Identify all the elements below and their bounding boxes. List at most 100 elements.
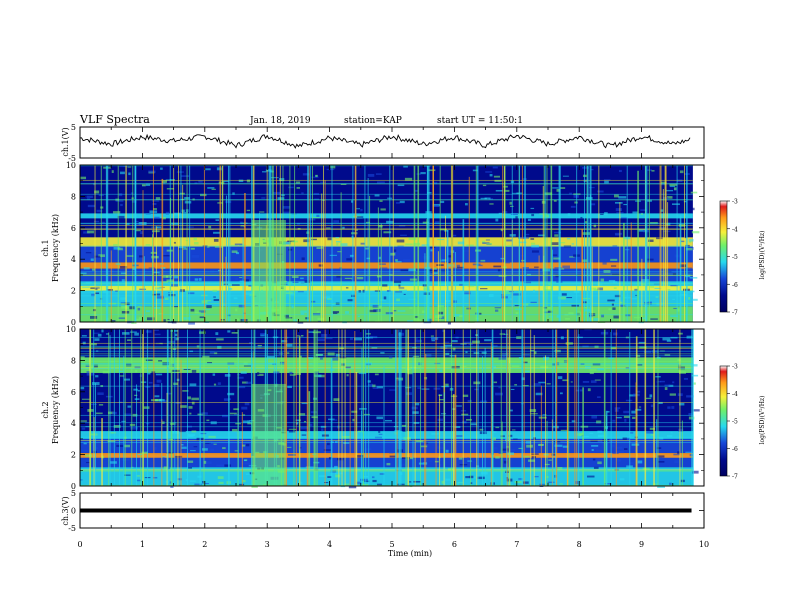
noise-speck (672, 381, 675, 384)
noise-speck (319, 204, 323, 206)
noise-speck (179, 430, 186, 433)
sferic-line (199, 329, 201, 486)
noise-speck (413, 242, 421, 246)
noise-speck (679, 402, 685, 406)
sferic-line (407, 329, 410, 486)
noise-speck (86, 371, 90, 373)
noise-speck (110, 461, 117, 464)
noise-speck (376, 275, 382, 278)
noise-speck (594, 172, 600, 175)
noise-speck (538, 381, 546, 384)
tonal-line (80, 271, 693, 273)
colorbar-tick-label: -5 (732, 254, 738, 261)
tonal-line (80, 183, 693, 185)
noise-speck (571, 304, 579, 307)
noise-speck (643, 350, 652, 353)
ch1-waveform-ylabel: ch.1(V) (61, 127, 70, 156)
noise-speck (311, 300, 316, 303)
noise-speck (611, 303, 614, 306)
noise-speck (478, 423, 484, 426)
noise-speck (288, 428, 297, 430)
noise-speck (178, 248, 185, 250)
noise-speck (531, 250, 539, 253)
tonal-line (80, 282, 693, 284)
noise-speck (562, 175, 569, 177)
spectral-band (80, 246, 693, 263)
noise-speck (352, 354, 359, 356)
noise-speck (80, 387, 85, 390)
ch2-colorbar-label: log(PSD)(V²/Hz) (759, 396, 766, 445)
sferic-line (182, 184, 184, 322)
sferic-line (518, 165, 520, 322)
noise-speck (560, 187, 566, 189)
noise-speck (153, 447, 157, 450)
noise-speck (451, 340, 458, 343)
noise-speck (667, 406, 671, 409)
noise-speck (166, 392, 173, 395)
noise-speck (613, 332, 618, 336)
noise-speck (215, 332, 219, 336)
noise-speck (163, 466, 167, 470)
noise-speck (445, 383, 449, 387)
noise-speck (80, 449, 88, 452)
noise-speck (543, 214, 549, 218)
noise-speck (321, 428, 324, 432)
y-tick-label: -5 (68, 524, 76, 533)
noise-speck (224, 399, 230, 401)
ch3-waveform-panel: 50-5 (68, 489, 705, 533)
noise-speck (533, 289, 536, 293)
noise-speck (288, 186, 294, 189)
noise-speck (93, 220, 100, 223)
noise-speck (161, 275, 169, 278)
noise-speck (631, 297, 637, 300)
noise-speck (442, 329, 445, 332)
noise-speck (638, 341, 646, 344)
noise-speck (393, 310, 397, 312)
noise-speck (591, 415, 598, 419)
noise-speck (155, 286, 162, 290)
y-tick-label: 6 (71, 224, 76, 233)
noise-speck (466, 419, 472, 421)
ch2-spectrogram-ylabel-frequency: Frequency (kHz) (51, 376, 60, 444)
y-tick-label: 2 (71, 287, 76, 296)
noise-speck (435, 463, 442, 467)
noise-speck (134, 394, 138, 397)
sferic-line (551, 249, 553, 322)
noise-speck (458, 180, 465, 183)
noise-speck (553, 257, 560, 260)
noise-speck (156, 295, 164, 299)
noise-speck (146, 310, 151, 313)
noise-speck (656, 356, 661, 359)
noise-speck (134, 220, 139, 223)
noise-speck (199, 316, 205, 319)
noise-speck (666, 288, 671, 291)
noise-speck (182, 248, 188, 250)
noise-speck (621, 217, 628, 219)
sferic-line (503, 166, 505, 322)
noise-speck (148, 170, 156, 173)
noise-speck (257, 372, 260, 376)
noise-speck (127, 405, 131, 408)
sferic-line (152, 165, 154, 322)
noise-speck (613, 281, 618, 284)
noise-speck (401, 424, 407, 427)
noise-speck (378, 430, 381, 433)
sferic-line (396, 329, 398, 486)
sferic-line (491, 329, 494, 486)
noise-speck (202, 483, 209, 485)
noise-speck (243, 279, 250, 282)
noise-speck (119, 343, 126, 345)
noise-speck (357, 454, 364, 458)
noise-speck (163, 255, 170, 257)
sferic-line (454, 354, 457, 486)
tonal-line (80, 385, 693, 387)
noise-speck (395, 261, 402, 263)
sferic-line (295, 329, 297, 486)
sferic-line (544, 165, 546, 322)
noise-speck (324, 482, 329, 484)
noise-speck (441, 175, 446, 177)
noise-speck (80, 356, 85, 359)
x-tick-label: 1 (140, 540, 145, 549)
noise-speck (154, 333, 161, 336)
noise-speck (320, 181, 326, 183)
